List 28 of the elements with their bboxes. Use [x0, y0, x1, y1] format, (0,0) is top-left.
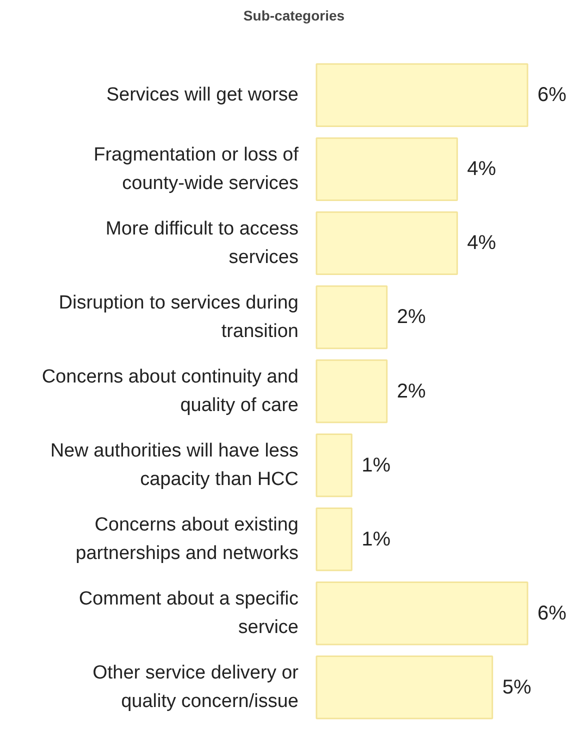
bar — [316, 211, 458, 276]
data-label: 1% — [362, 454, 391, 476]
bar — [316, 433, 352, 498]
data-label: 4% — [467, 232, 496, 254]
y-tick-label: Comment about a specific service — [78, 588, 299, 638]
y-tick-label: More difficult to access services — [106, 218, 299, 268]
bar — [316, 507, 352, 572]
data-label: 1% — [362, 528, 391, 550]
y-tick-label: Other service delivery or quality concern/issue — [92, 662, 300, 712]
bar — [316, 137, 458, 202]
bar — [316, 656, 494, 720]
data-label: 2% — [396, 306, 426, 328]
y-tick-label: Services will get worse — [106, 84, 298, 106]
bar — [316, 285, 388, 350]
data-label: 2% — [396, 380, 426, 402]
bar — [316, 582, 528, 646]
y-tick-label: Disruption to services during transition — [58, 292, 299, 342]
y-tick-label: Fragmentation or loss of county-wide services — [94, 144, 300, 194]
data-label: 6% — [538, 602, 567, 624]
y-tick-label: Concerns about existing partnerships and networks — [76, 514, 298, 564]
chart-title: Sub-categories — [243, 8, 345, 24]
data-label: 6% — [538, 84, 567, 106]
y-tick-label: Concerns about continuity and quality of care — [42, 366, 299, 416]
bar — [316, 63, 528, 127]
bar — [316, 359, 388, 424]
data-label: 5% — [502, 676, 532, 698]
y-tick-label: New authorities will have less capacity than HCC — [50, 440, 299, 490]
data-label: 4% — [467, 158, 496, 180]
